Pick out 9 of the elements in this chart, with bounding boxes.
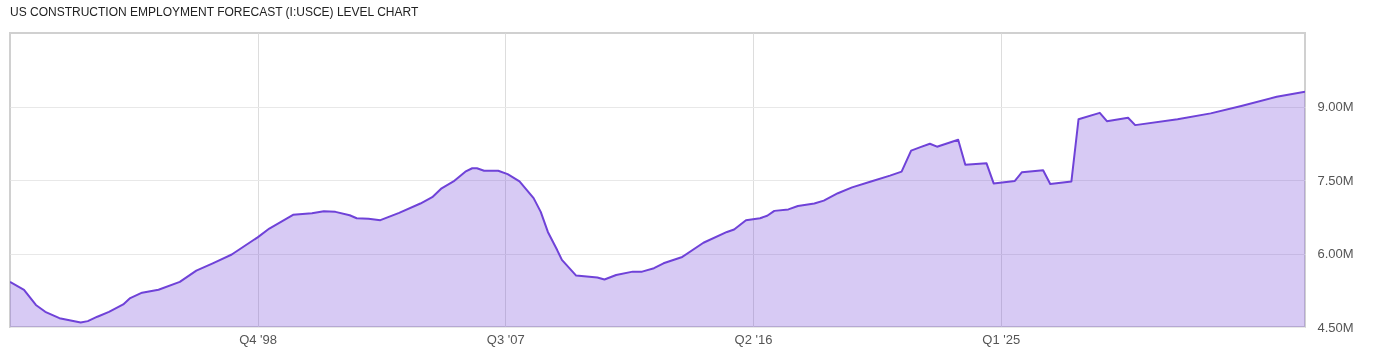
x-tick-label: Q3 '07 <box>486 331 525 347</box>
x-tick-label: Q1 '25 <box>982 331 1021 347</box>
y-tick-label: 4.50M <box>1317 319 1354 335</box>
chart-title: US CONSTRUCTION EMPLOYMENT FORECAST (I:USCE) LEVEL CHART <box>10 5 419 19</box>
y-tick-label: 7.50M <box>1317 172 1354 188</box>
y-tick-label: 9.00M <box>1317 99 1354 114</box>
x-tick-label: Q4 '98 <box>239 331 278 347</box>
x-tick-label: Q2 '16 <box>734 331 773 347</box>
y-tick-label: 6.00M <box>1317 246 1354 261</box>
